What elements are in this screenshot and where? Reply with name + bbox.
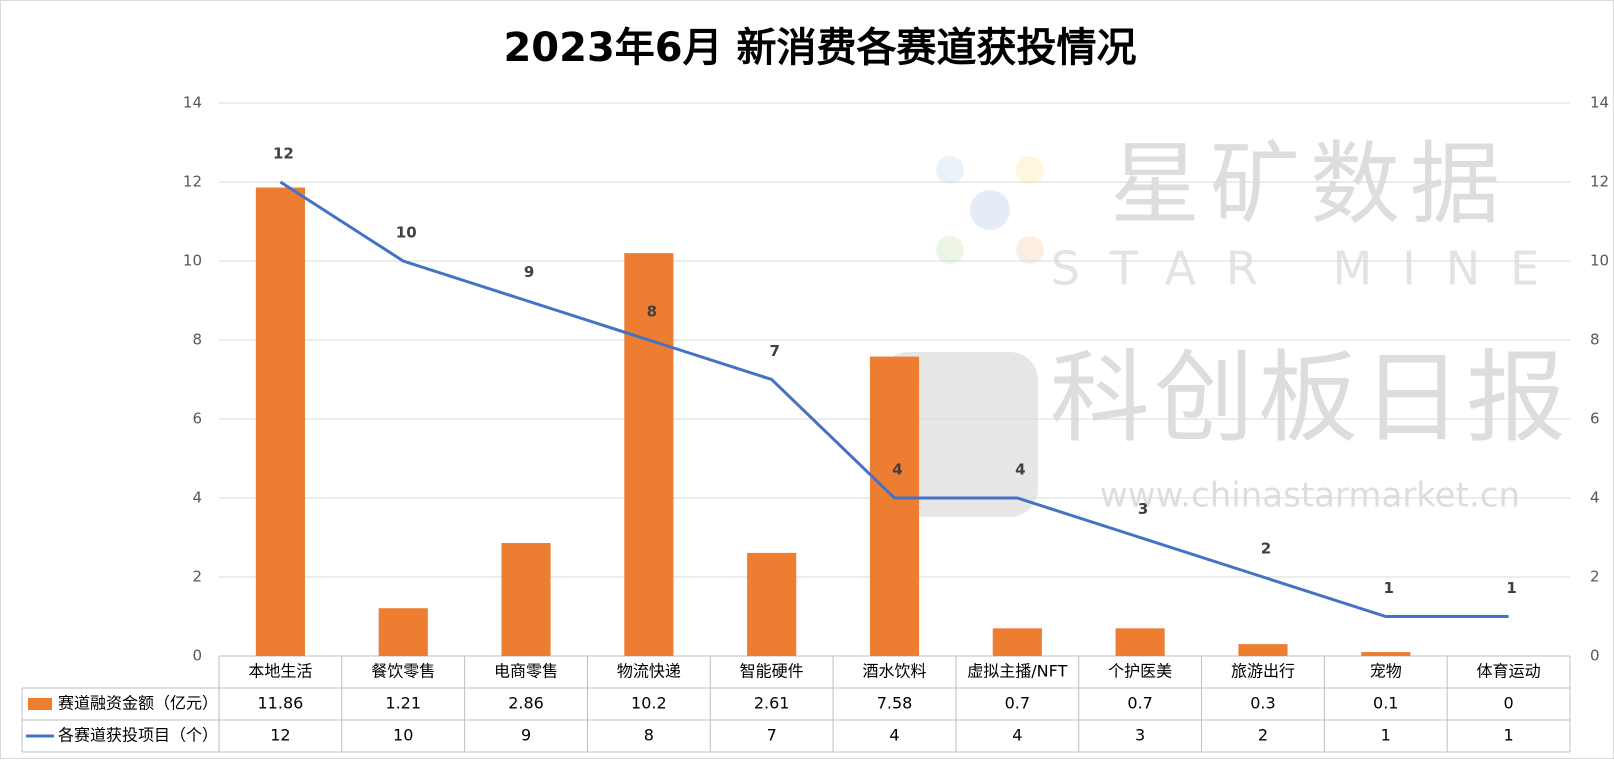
y-tick-label: 8 <box>192 331 202 349</box>
table-value: 9 <box>521 726 531 745</box>
y2-tick-label: 4 <box>1590 489 1600 507</box>
data-label: 8 <box>647 303 657 321</box>
watermark-dot <box>936 236 964 264</box>
watermark-text: www.chinastarmarket.cn <box>1100 476 1520 516</box>
x-tick-label: 电商零售 <box>494 662 558 681</box>
table-value: 4 <box>1012 726 1022 745</box>
watermark-dot <box>1016 156 1044 184</box>
table-value: 2.61 <box>754 694 790 713</box>
data-label: 3 <box>1138 500 1148 518</box>
chart-title: 2023年6月 新消费各赛道获投情况 <box>503 25 1136 71</box>
bar <box>1115 628 1165 656</box>
x-tick-label: 餐饮零售 <box>371 662 435 681</box>
x-tick-label: 智能硬件 <box>740 662 804 681</box>
x-tick-label: 本地生活 <box>248 662 312 681</box>
y-tick-label: 2 <box>192 568 202 586</box>
table-value: 1.21 <box>385 694 421 713</box>
table-value: 4 <box>889 726 899 745</box>
y-tick-label: 10 <box>183 252 202 270</box>
table-value: 10.2 <box>631 694 667 713</box>
table-value: 1 <box>1503 726 1513 745</box>
y2-tick-label: 14 <box>1590 94 1609 112</box>
y-tick-label: 0 <box>192 647 202 665</box>
x-tick-label: 酒水饮料 <box>862 662 926 681</box>
table-value: 0.1 <box>1373 694 1398 713</box>
legend-label: 赛道融资金额（亿元） <box>58 694 218 713</box>
bar <box>992 628 1042 656</box>
watermark-dot <box>1016 236 1044 264</box>
table-value: 2.86 <box>508 694 544 713</box>
table-value: 3 <box>1135 726 1145 745</box>
data-label: 10 <box>396 224 417 242</box>
y-tick-label: 6 <box>192 410 202 428</box>
table-value: 7.58 <box>877 694 913 713</box>
y2-tick-label: 12 <box>1590 173 1609 191</box>
data-label: 2 <box>1261 540 1271 558</box>
bar <box>747 552 797 656</box>
legend-label: 各赛道获投项目（个） <box>58 726 218 745</box>
x-tick-label: 体育运动 <box>1477 662 1541 681</box>
x-tick-label: 物流快递 <box>617 662 681 681</box>
table-value: 0.7 <box>1005 694 1030 713</box>
bar <box>869 356 920 656</box>
x-tick-label: 宠物 <box>1370 662 1402 681</box>
x-tick-label: 个护医美 <box>1108 662 1172 681</box>
table-value: 1 <box>1381 726 1391 745</box>
watermark-text: STAR MINE <box>1051 242 1570 296</box>
watermark-text: 科创板日报 <box>1050 339 1570 456</box>
table-value: 0.3 <box>1250 694 1275 713</box>
y2-tick-label: 8 <box>1590 331 1600 349</box>
x-tick-label: 虚拟主播/NFT <box>967 662 1067 681</box>
legend-key <box>28 698 52 710</box>
watermark-dot <box>936 156 964 184</box>
data-label: 1 <box>1506 579 1516 597</box>
y2-tick-label: 0 <box>1590 647 1600 665</box>
data-label: 4 <box>892 461 902 479</box>
data-label: 1 <box>1384 579 1394 597</box>
data-label: 9 <box>524 263 534 281</box>
table-value: 10 <box>393 726 413 745</box>
y-tick-label: 4 <box>192 489 202 507</box>
bar <box>501 543 551 656</box>
bar <box>1238 644 1288 656</box>
bar <box>1361 652 1411 656</box>
table-value: 0.7 <box>1127 694 1152 713</box>
line <box>279 180 1509 618</box>
watermark-dot <box>970 190 1010 230</box>
table-value: 7 <box>767 726 777 745</box>
watermark-logo <box>880 352 1038 517</box>
y-tick-label: 14 <box>183 94 202 112</box>
x-tick-label: 旅游出行 <box>1231 662 1295 681</box>
table-value: 2 <box>1258 726 1268 745</box>
watermark <box>880 156 1044 517</box>
table-value: 12 <box>270 726 290 745</box>
table-value: 0 <box>1503 694 1513 713</box>
bar <box>255 187 305 656</box>
data-label: 4 <box>1015 461 1025 479</box>
y2-tick-label: 2 <box>1590 568 1600 586</box>
data-label: 12 <box>273 145 294 163</box>
bar <box>378 608 428 656</box>
y2-tick-label: 6 <box>1590 410 1600 428</box>
y2-tick-label: 10 <box>1590 252 1609 270</box>
data-label: 7 <box>769 342 779 360</box>
table-value: 11.86 <box>258 694 304 713</box>
y-tick-label: 12 <box>183 173 202 191</box>
bar <box>624 253 674 656</box>
watermark-text: 星矿数据 <box>1110 132 1510 237</box>
table-value: 8 <box>644 726 654 745</box>
